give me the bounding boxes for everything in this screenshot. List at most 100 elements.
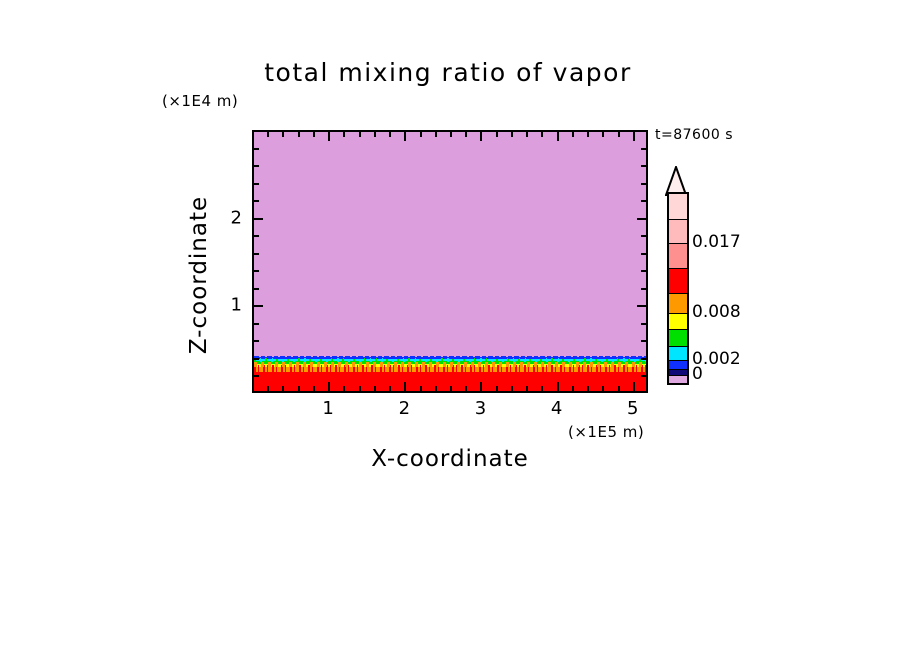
x-minor-tick [267, 386, 269, 391]
x-major-tick [328, 382, 330, 391]
x-tick-label: 1 [322, 398, 334, 419]
x-major-tick-top [480, 132, 482, 141]
y-minor-tick-right [641, 235, 646, 237]
x-minor-tick [389, 386, 391, 391]
y-tick-label: 2 [230, 207, 242, 229]
y-minor-tick [254, 235, 259, 237]
x-minor-tick [602, 386, 604, 391]
x-axis-title: X-coordinate [371, 446, 529, 472]
colorbar-segment [669, 330, 687, 347]
x-minor-tick-top [298, 132, 300, 137]
x-minor-tick [511, 386, 513, 391]
colorbar-segment [669, 314, 687, 331]
y-minor-tick [254, 270, 259, 272]
y-minor-tick [254, 288, 259, 290]
y-minor-tick [254, 358, 259, 360]
x-minor-tick-top [572, 132, 574, 137]
colorbar-segment [669, 294, 687, 315]
y-minor-tick [254, 375, 259, 377]
y-minor-tick-right [641, 375, 646, 377]
x-minor-tick [374, 386, 376, 391]
x-minor-tick [343, 386, 345, 391]
x-minor-tick-top [541, 132, 543, 137]
x-major-tick-top [328, 132, 330, 141]
colorbar-segment [669, 360, 687, 371]
y-minor-tick [254, 148, 259, 150]
x-minor-tick-top [313, 132, 315, 137]
x-tick-label: 5 [627, 398, 639, 419]
y-minor-tick-right [641, 165, 646, 167]
y-major-tick [254, 305, 263, 307]
y-minor-tick [254, 200, 259, 202]
x-minor-tick-top [496, 132, 498, 137]
y-minor-tick-right [641, 183, 646, 185]
y-minor-tick-right [641, 270, 646, 272]
x-minor-tick [420, 386, 422, 391]
x-minor-tick-top [465, 132, 467, 137]
x-minor-tick [313, 386, 315, 391]
x-minor-tick-top [420, 132, 422, 137]
x-minor-tick [526, 386, 528, 391]
x-major-tick [404, 382, 406, 391]
y-minor-tick [254, 165, 259, 167]
y-major-tick-right [637, 305, 646, 307]
x-minor-tick [359, 386, 361, 391]
x-minor-tick [618, 386, 620, 391]
x-minor-tick [298, 386, 300, 391]
y-major-tick [254, 218, 263, 220]
x-minor-tick-top [374, 132, 376, 137]
contour-texture-blue [254, 356, 646, 359]
x-tick-label: 4 [550, 398, 563, 419]
x-minor-tick-top [389, 132, 391, 137]
x-minor-tick [587, 386, 589, 391]
x-minor-tick [465, 386, 467, 391]
colorbar-tick-label: 0.008 [692, 302, 741, 323]
x-tick-label: 3 [474, 398, 487, 419]
x-major-tick-top [404, 132, 406, 141]
colorbar-segment [669, 219, 687, 245]
x-minor-tick-top [282, 132, 284, 137]
y-minor-tick-right [641, 253, 646, 255]
x-minor-tick-top [343, 132, 345, 137]
y-minor-tick-right [641, 288, 646, 290]
contour-texture-red [254, 365, 646, 375]
x-minor-tick-top [511, 132, 513, 137]
x-minor-tick-top [450, 132, 452, 137]
y-tick-label: 1 [230, 294, 242, 316]
x-minor-tick [496, 386, 498, 391]
y-minor-tick-right [641, 200, 646, 202]
x-minor-tick-top [618, 132, 620, 137]
plot-area [252, 130, 648, 393]
x-minor-tick [572, 386, 574, 391]
x-minor-tick [282, 386, 284, 391]
colorbar-tick-label: 0 [692, 364, 703, 384]
contour-band-red [254, 370, 646, 391]
y-minor-tick [254, 340, 259, 342]
colorbar [667, 192, 689, 385]
y-minor-tick-right [641, 148, 646, 150]
x-minor-tick-top [435, 132, 437, 137]
x-minor-tick-top [587, 132, 589, 137]
colorbar-tick-label: 0.002 [692, 348, 741, 369]
x-major-tick [557, 382, 559, 391]
x-major-tick-top [633, 132, 635, 141]
x-major-tick-top [557, 132, 559, 141]
colorbar-segment [669, 370, 687, 376]
colorbar-segment [669, 375, 687, 383]
y-minor-tick [254, 130, 259, 132]
chart-title-text: total mixing ratio of vapor [264, 58, 632, 87]
y-axis-unit-label: (×1E4 m) [162, 92, 239, 110]
contour-texture-green [254, 358, 646, 362]
x-minor-tick-top [267, 132, 269, 137]
y-minor-tick [254, 323, 259, 325]
y-minor-tick-right [641, 358, 646, 360]
x-axis-unit-label: (×1E5 m) [568, 423, 645, 441]
y-minor-tick [254, 253, 259, 255]
x-minor-tick [541, 386, 543, 391]
x-major-tick [480, 382, 482, 391]
y-minor-tick-right [641, 130, 646, 132]
contour-texture-orange [254, 362, 646, 367]
y-axis-title-text: Z-coordinate [186, 195, 212, 355]
y-minor-tick-right [641, 340, 646, 342]
x-tick-label: 2 [398, 398, 411, 419]
